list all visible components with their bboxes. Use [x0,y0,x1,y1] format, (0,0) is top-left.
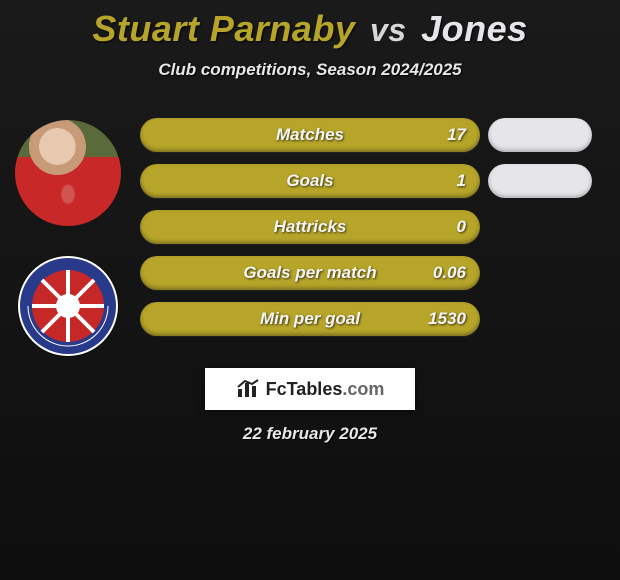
stat-bar: Matches 17 [140,118,480,152]
chart-icon [236,379,260,399]
stat-value: 0.06 [433,263,466,283]
stat-label: Goals per match [243,263,376,283]
stat-label: Goals [286,171,333,191]
stat-value: 0 [457,217,466,237]
left-column [8,120,128,356]
comparison-pill [488,118,592,152]
brand-text: FcTables.com [266,379,385,400]
player2-name: Jones [421,8,528,49]
stat-value: 1 [457,171,466,191]
brand-name: FcTables [266,379,343,399]
stat-value: 1530 [428,309,466,329]
player-avatar [15,120,121,226]
brand-domain: .com [342,379,384,399]
club-badge [18,256,118,356]
stat-value: 17 [447,125,466,145]
right-column [488,118,608,210]
stat-bar: Goals per match 0.06 [140,256,480,290]
subtitle: Club competitions, Season 2024/2025 [0,60,620,80]
brand-box: FcTables.com [205,368,415,410]
comparison-pill [488,164,592,198]
stat-label: Hattricks [274,217,347,237]
player1-name: Stuart Parnaby [92,8,355,49]
stat-bar: Hattricks 0 [140,210,480,244]
stat-label: Min per goal [260,309,360,329]
comparison-title: Stuart Parnaby vs Jones [0,0,620,50]
date-text: 22 february 2025 [0,424,620,444]
stat-bar: Goals 1 [140,164,480,198]
club-badge-svg [18,256,118,356]
stat-label: Matches [276,125,344,145]
stat-bar: Min per goal 1530 [140,302,480,336]
stats-bars: Matches 17 Goals 1 Hattricks 0 Goals per match… [140,118,480,348]
vs-text: vs [370,12,407,48]
